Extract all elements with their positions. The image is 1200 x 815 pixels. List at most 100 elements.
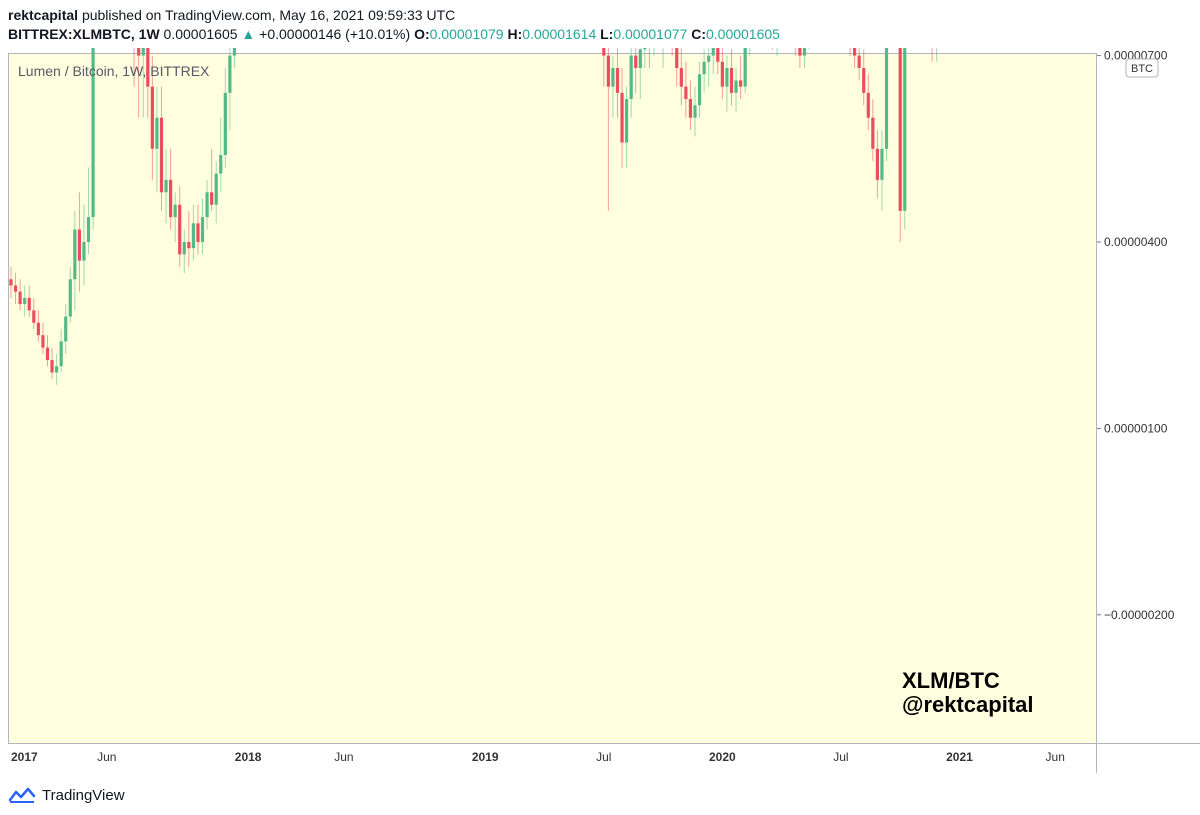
candle-body: [45, 347, 50, 361]
chart-title: Lumen / Bitcoin, 1W, BITTREX: [18, 63, 210, 79]
y-tick-label: 0.00000100: [1104, 421, 1168, 435]
candle-body: [77, 229, 81, 261]
candle-body: [137, 24, 141, 56]
candle-body: [857, 55, 861, 68]
x-tick-label: Jul: [596, 750, 611, 764]
y-tick-label: 0.00000400: [1104, 235, 1168, 249]
x-tick-label: Jun: [97, 750, 116, 764]
symbol-label: BITTREX:XLMBTC, 1W: [8, 26, 160, 42]
candle-body: [214, 173, 218, 205]
candle-body: [68, 279, 72, 317]
candle-body: [802, 36, 807, 56]
tradingview-logo-icon: [8, 787, 36, 803]
price-scale[interactable]: [1097, 53, 1200, 743]
publish-line: rektcapital published on TradingView.com…: [8, 6, 455, 24]
candle-body: [625, 99, 629, 143]
currency-badge[interactable]: [1125, 58, 1159, 78]
candle-body: [629, 55, 633, 100]
candle-body: [18, 291, 22, 305]
x-tick-label: Jul: [833, 750, 848, 764]
candle-body: [91, 0, 95, 218]
close-value: 0.00001605: [705, 26, 780, 42]
candle-body: [50, 360, 54, 373]
candle-body: [711, 36, 715, 56]
candle-body: [638, 49, 642, 68]
price-chart[interactable]: 0.000065000.000060000.000055000.00005000…: [0, 0, 1200, 773]
author-name[interactable]: rektcapital: [8, 7, 79, 23]
candle-body: [210, 192, 214, 205]
candle-body: [41, 335, 45, 348]
x-tick-label: Jun: [334, 750, 353, 764]
x-tick-label: 2021: [946, 750, 973, 764]
candle-body: [725, 68, 729, 87]
candle-body: [55, 366, 59, 373]
candle-body: [739, 80, 743, 87]
candle-body: [734, 80, 738, 93]
symbol-line: BITTREX:XLMBTC, 1W 0.00001605 ▲ +0.00000…: [8, 25, 780, 43]
candle-body: [702, 61, 706, 75]
candle-body: [196, 223, 200, 242]
candle-body: [898, 0, 902, 211]
y-tick-label: −0.00000200: [1104, 608, 1175, 622]
candle-body: [146, 24, 150, 87]
candle-body: [141, 24, 145, 56]
candle-body: [82, 241, 86, 261]
candle-body: [675, 36, 679, 68]
candle-body: [187, 241, 191, 249]
x-tick-label: 2020: [709, 750, 736, 764]
candle-body: [693, 105, 697, 118]
candle-body: [27, 297, 31, 311]
candle-body: [164, 179, 168, 193]
candle-body: [853, 43, 857, 56]
candle-body: [729, 68, 734, 93]
chart-container[interactable]: 0.000065000.000060000.000055000.00005000…: [0, 0, 1200, 773]
candle-body: [9, 279, 13, 286]
candle-body: [720, 61, 724, 87]
candle-body: [159, 117, 164, 193]
candle-body: [679, 68, 683, 87]
watermark-line-2: @rektcapital: [902, 692, 1034, 717]
candle-body: [743, 43, 747, 87]
candle-body: [223, 92, 227, 155]
candle-body: [684, 86, 688, 100]
published-text: published on TradingView.com, May 16, 20…: [81, 7, 456, 23]
footer-branding[interactable]: TradingView: [8, 784, 125, 806]
candle-body: [228, 55, 232, 93]
candle-body: [32, 310, 36, 323]
candle-body: [880, 148, 884, 180]
y-axis-labels: 0.000065000.000060000.000055000.00005000…: [1097, 49, 1175, 622]
x-tick-label: 2019: [472, 750, 499, 764]
candle-body: [884, 0, 889, 149]
candle-body: [875, 148, 879, 180]
x-axis-labels: 2017 Jun 2018 Jun 2019 Jul 2020 Jul 2021 Jun: [11, 750, 1065, 764]
candle-body: [615, 68, 620, 93]
open-value: 0.00001079: [429, 26, 504, 42]
candle-body: [620, 92, 624, 143]
candle-body: [634, 55, 638, 68]
candle-body: [716, 36, 720, 62]
high-key: H:: [507, 26, 523, 42]
x-tick-label: 2018: [235, 750, 262, 764]
candle-body: [59, 341, 63, 367]
last-price: 0.00001605: [163, 26, 238, 42]
candle-body: [232, 0, 237, 56]
candle-body: [798, 43, 802, 56]
candle-body: [205, 192, 209, 218]
candle-body: [688, 99, 693, 118]
price-change: +0.00000146 (+10.01%): [259, 26, 411, 42]
plot-area[interactable]: [8, 53, 1096, 743]
candle-body: [643, 24, 647, 50]
candle-body: [871, 117, 875, 149]
candle-body: [178, 204, 182, 255]
candle-body: [697, 74, 702, 106]
watermark-line-1: XLM/BTC: [902, 668, 1000, 693]
candle-body: [200, 217, 205, 242]
candle-body: [611, 68, 615, 87]
candle-body: [191, 223, 195, 249]
candle-body: [173, 204, 177, 218]
candle-body: [155, 117, 159, 149]
open-key: O:: [414, 26, 430, 42]
candle-body: [602, 0, 606, 56]
candle-body: [169, 179, 173, 218]
candle-body: [219, 154, 223, 174]
